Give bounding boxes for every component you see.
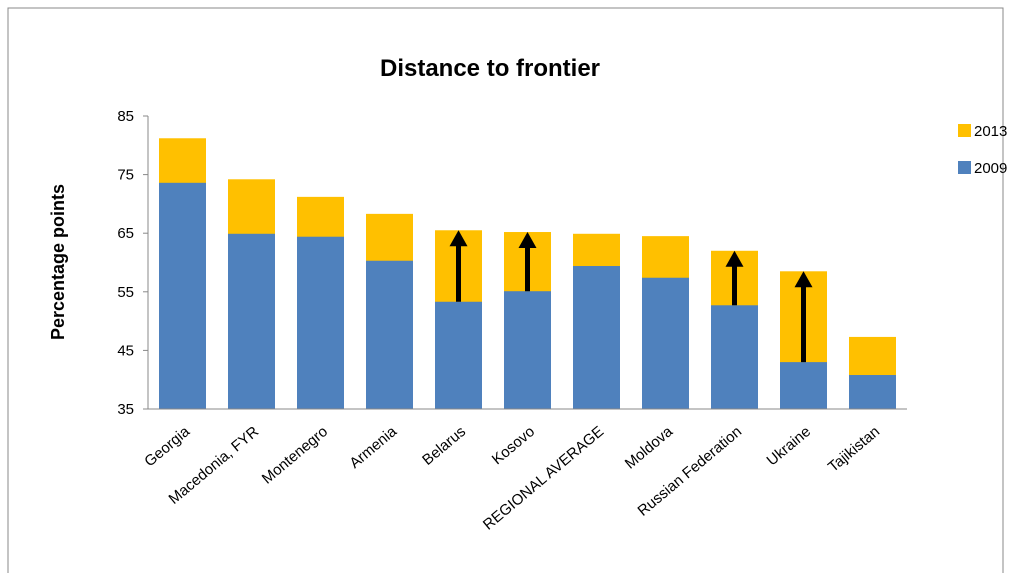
bar [297, 236, 344, 409]
arrow-head [449, 230, 468, 247]
bar [366, 260, 413, 409]
bar [159, 182, 206, 409]
chart-title: Distance to frontier [380, 55, 600, 82]
y-tick-label: 65 [117, 225, 134, 242]
legend-label: 2009 [974, 160, 1007, 177]
arrow-head [794, 271, 813, 288]
y-axis-label: Percentage points [48, 184, 68, 340]
bar [642, 277, 689, 409]
legend-swatch [958, 124, 971, 137]
y-tick-label: 55 [117, 284, 134, 301]
bar [228, 233, 275, 409]
bar [504, 291, 551, 409]
y-tick-label: 45 [117, 342, 134, 359]
bar [849, 375, 896, 409]
y-tick-label: 35 [117, 401, 134, 418]
bar [711, 305, 758, 409]
bar [573, 266, 620, 409]
arrow-head [518, 232, 537, 249]
legend-swatch [958, 161, 971, 174]
y-tick-label: 85 [117, 108, 134, 125]
bar [435, 301, 482, 409]
bar [780, 362, 827, 409]
arrow-head [725, 250, 744, 267]
legend-label: 2013 [974, 123, 1007, 140]
y-tick-label: 75 [117, 167, 134, 184]
